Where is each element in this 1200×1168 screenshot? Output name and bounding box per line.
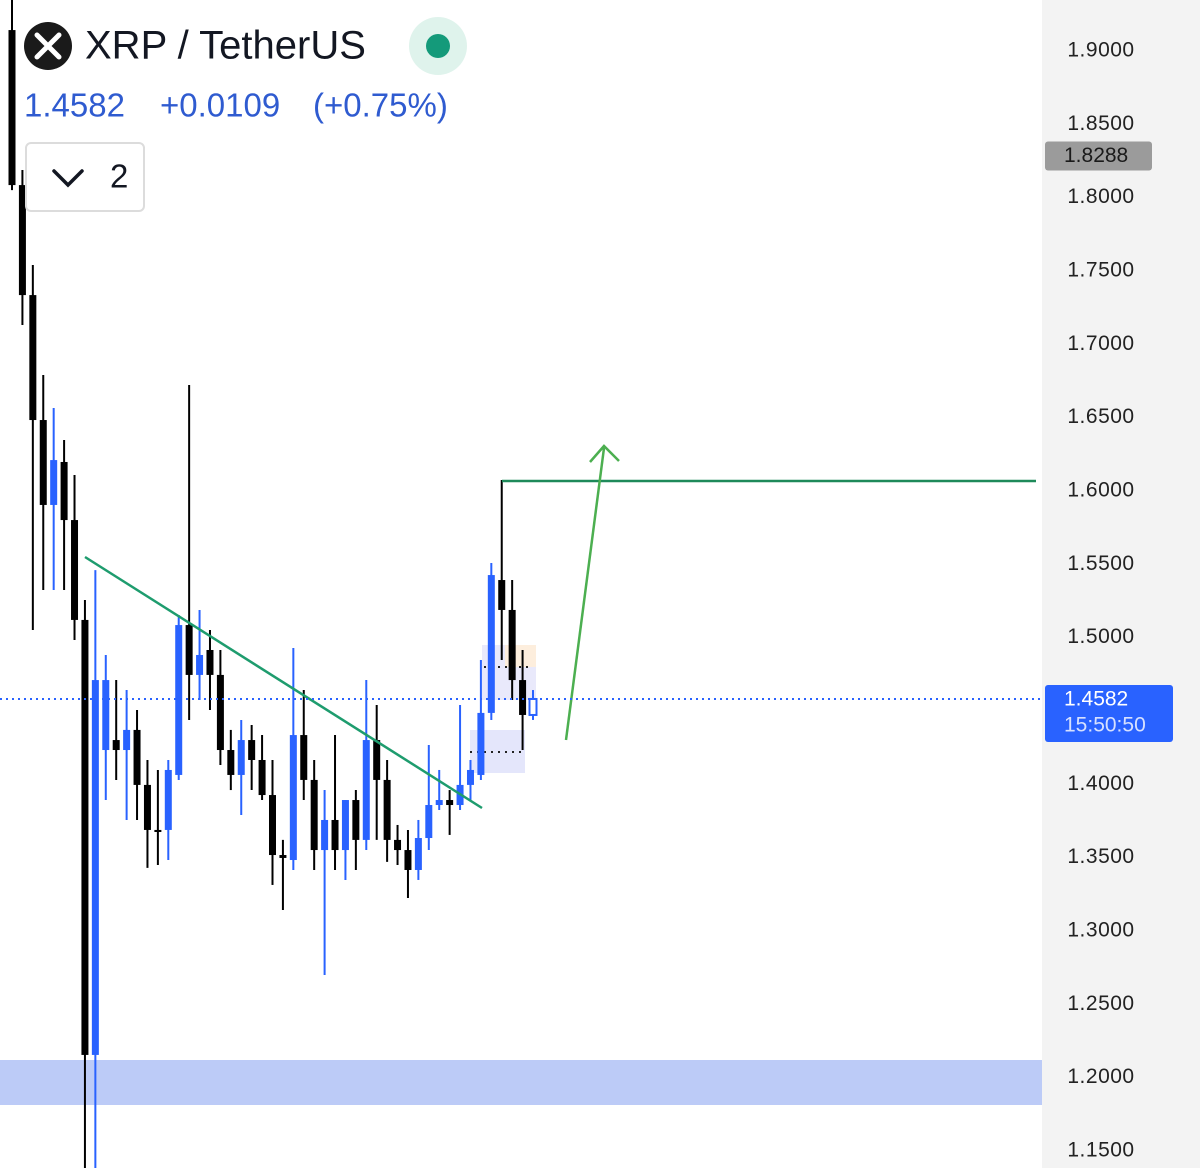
candle-body [383,779,391,840]
candle-body [425,805,433,839]
candle-body [112,740,120,751]
candle-body [269,795,276,856]
y-tick-label: 1.6000 [1067,479,1134,502]
candle-body [102,680,110,751]
candle-body [528,697,538,716]
candle-body [60,461,68,521]
candles [8,0,538,1168]
countdown-label: 15:50:50 [1064,714,1146,737]
candle-body [341,800,349,851]
y-tick-label: 1.3000 [1067,919,1134,942]
candle-body [373,740,381,780]
candle-body [29,295,37,421]
y-tick-label: 1.4000 [1067,772,1134,795]
candle-body [133,729,141,785]
candle-body [321,819,329,851]
candle-body [248,740,256,760]
y-tick-label: 1.6500 [1067,405,1134,428]
price-axis-panel [1042,0,1200,1168]
candle-body [8,30,16,186]
candle-body [310,779,318,851]
y-tick-label: 1.7000 [1067,332,1134,355]
y-tick-label: 1.3500 [1067,845,1134,868]
candle-body [331,819,339,851]
y-tick-label: 1.8500 [1067,112,1134,135]
y-tick-label: 1.2000 [1067,1065,1134,1088]
candle-body [289,735,297,861]
candle-body [18,185,26,296]
candle-body [185,625,193,675]
candle-body [394,839,402,851]
candle-body [237,740,245,775]
candle-body [498,580,506,610]
candle-body [414,838,422,870]
y-tick-label: 1.9000 [1067,39,1134,62]
candle-body [50,460,58,505]
candle-body [71,520,79,620]
candle-body [227,750,235,775]
candle-body [39,420,47,505]
candle-body [279,855,287,858]
candle-body [81,619,89,1055]
y-tick-label: 1.7500 [1067,259,1134,282]
candle-body [216,674,224,751]
support-zone [0,1060,1042,1105]
y-tick-label: 1.8000 [1067,185,1134,208]
trendline [84,555,483,810]
arrow-head [589,444,620,463]
candle-body [435,800,443,806]
candle-body [196,654,204,675]
last-price: 1.4582 [24,87,125,124]
status-dot [426,34,450,58]
candle-body [300,735,308,780]
y-tick-label: 1.2500 [1067,992,1134,1015]
price-marker-tag [1045,141,1152,171]
y-tick-label: 1.1500 [1067,1139,1134,1162]
price-marker-label: 1.8288 [1064,144,1128,167]
arrow [564,447,606,741]
candle-body [477,712,485,775]
candle-body [164,769,172,830]
candle-body [508,609,516,681]
candle-body [123,729,131,751]
indicator-count: 2 [110,158,128,195]
candle-body [404,850,412,870]
candle-body [519,680,527,715]
candle-body [466,769,474,785]
symbol-logo-mark [34,32,62,60]
candle-body [258,759,266,796]
symbol-title: XRP / TetherUS [85,24,366,68]
candle-body [143,784,151,830]
candle-body [206,649,214,675]
price-change: +0.0109 [160,87,280,124]
price-change-percent: (+0.75%) [313,87,448,124]
indicator-toggle[interactable] [25,142,145,212]
candle-body [154,829,162,833]
last-price-tag [1045,684,1173,742]
candle-body [352,800,360,840]
chevron [52,169,84,188]
candle-body [446,800,454,806]
price-axis: 1.1500 1.2000 1.2500 1.3000 1.3500 1.4000 1.50… [1067,39,1134,1162]
candle-body [362,740,370,840]
y-tick-label: 1.5500 [1067,552,1134,575]
last-price-label: 1.4582 [1064,688,1128,711]
candle-body [175,625,183,775]
header: XRP / TetherUS 1.4582 +0.0109 (+0.75%) 2 [24,17,467,212]
y-tick-label: 1.5000 [1067,625,1134,648]
candle-body [91,680,99,1055]
candle-body [487,575,495,713]
